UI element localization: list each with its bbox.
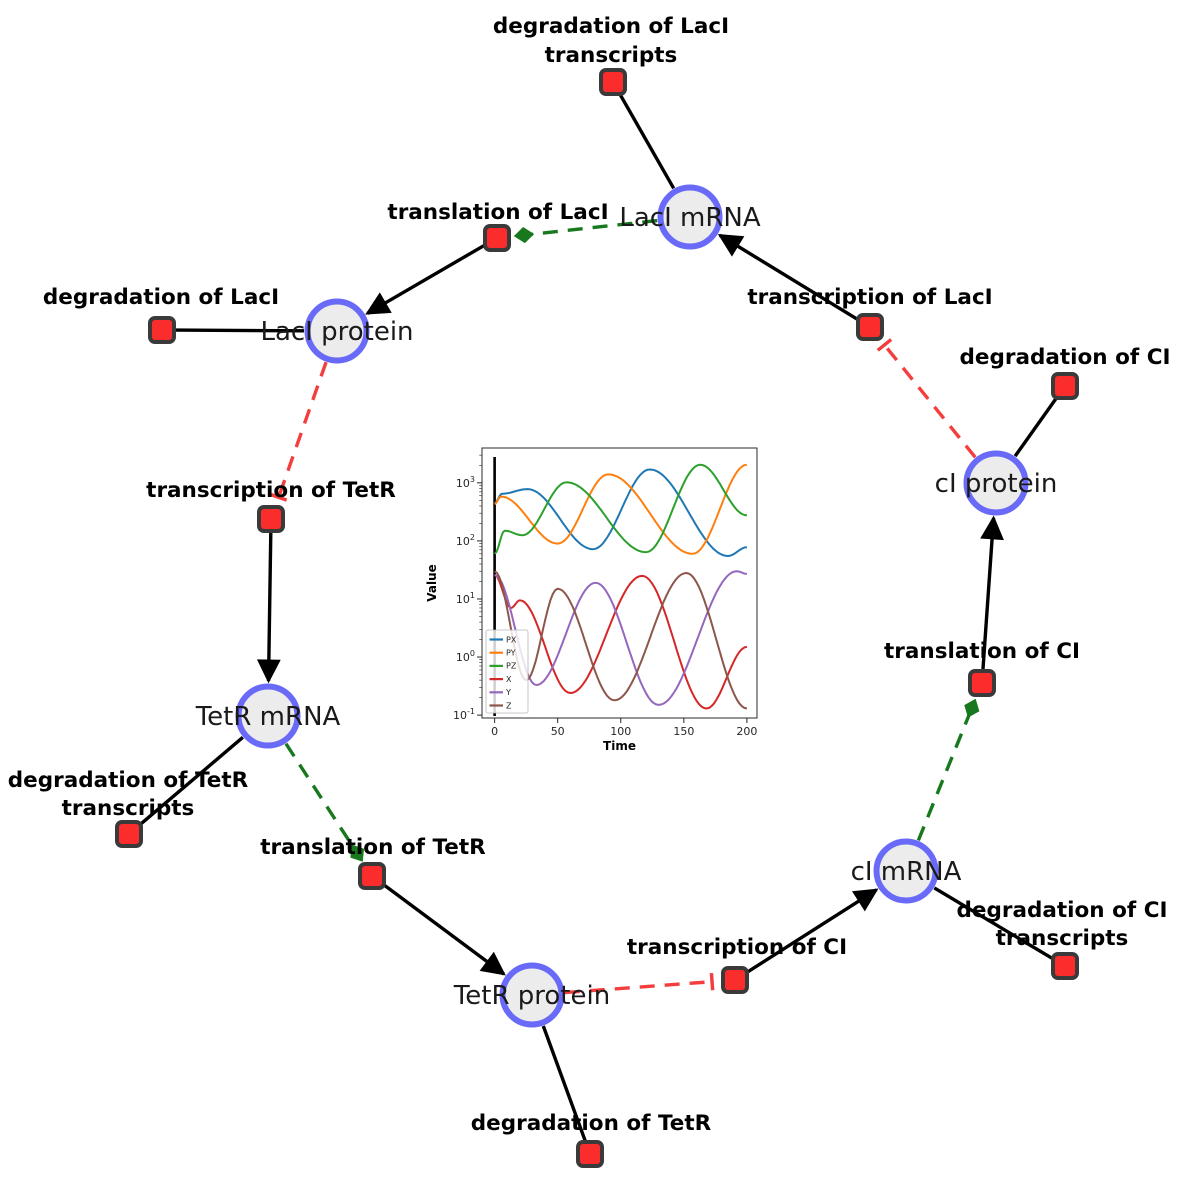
reaction-label-deg_laci_tx: transcripts [545, 43, 678, 68]
x-tick-label: 0 [491, 725, 498, 738]
series-line-PY [494, 463, 748, 555]
edge-reactant-laci_mrna-deg_laci_tx [618, 93, 676, 190]
y-axis-label: Value [425, 564, 439, 602]
series-line-PX [494, 468, 748, 557]
reaction-label-tc_tetr: transcription of TetR [146, 478, 396, 503]
y-tick-label: 103 [456, 475, 475, 490]
y-tick-label: 101 [456, 591, 475, 606]
reaction-label-deg_tetr: degradation of TetR [471, 1111, 712, 1136]
edge-product-tl_ci-ci_prot [980, 515, 1004, 670]
species-label-laci_prot: LacI protein [260, 317, 413, 347]
reaction-node-tl_ci [968, 669, 996, 697]
species-node-tetr_prot [499, 962, 565, 1028]
x-tick-label: 200 [736, 725, 757, 738]
reaction-node-deg_laci_tx [599, 68, 627, 96]
edge-reactant-laci_prot-deg_laci [175, 328, 305, 333]
reaction-node-deg_tetr_tx [115, 820, 143, 848]
series-layer [493, 457, 748, 716]
legend-label-Y: Y [505, 688, 511, 697]
reaction-label-deg_ci: degradation of CI [960, 345, 1171, 370]
edge-reactant-tetr_mrna-deg_tetr_tx [138, 736, 244, 827]
edge-reactant-ci_mrna-deg_ci_tx [933, 886, 1054, 961]
reaction-node-deg_ci [1051, 372, 1079, 400]
labels-layer: degradation of LacI transcripts translatio… [8, 14, 1171, 1136]
reaction-node-deg_ci_tx [1051, 952, 1079, 980]
edge-product-tl_laci-laci_prot [365, 243, 486, 315]
legend-label-PY: PY [506, 649, 516, 658]
reaction-label-tl_ci: translation of CI [884, 639, 1080, 664]
x-tick-label: 100 [610, 725, 631, 738]
edge-reactant-tetr_prot-deg_tetr [541, 1025, 587, 1142]
series-line-PZ [493, 463, 748, 555]
species-label-laci_mrna: LacI mRNA [619, 203, 760, 233]
species-label-ci_prot: cI protein [935, 469, 1058, 499]
legend-label-PX: PX [506, 635, 517, 644]
species-node-ci_mrna [873, 838, 939, 904]
edges-layer [138, 93, 1059, 1142]
reaction-label-deg_laci_tx: degradation of LacI [493, 14, 729, 39]
plot-legend: PX PY PZ XYZ [485, 629, 529, 714]
series-line-Z [494, 570, 748, 710]
edge-reactant-ci_prot-deg_ci [1013, 396, 1059, 458]
x-axis-label: Time [603, 739, 636, 753]
reaction-label-tl_laci: translation of LacI [387, 200, 608, 225]
nodes-layer [115, 68, 1079, 1168]
species-node-laci_mrna [657, 184, 723, 250]
reaction-label-tl_tetr: translation of TetR [260, 835, 486, 860]
series-line-X [494, 574, 748, 710]
x-tick-label: 50 [551, 725, 565, 738]
species-node-ci_prot [963, 450, 1029, 516]
edge-product-tc_laci-laci_mrna [717, 233, 859, 322]
species-node-tetr_mrna [235, 683, 301, 749]
reaction-node-deg_tetr [576, 1140, 604, 1168]
reaction-label-deg_laci: degradation of LacI [43, 285, 279, 310]
legend-label-PZ: PZ [506, 662, 517, 671]
reaction-label-deg_tetr_tx: transcripts [62, 796, 195, 821]
x-tick-label: 150 [673, 725, 694, 738]
reaction-label-deg_ci_tx: degradation of CI [957, 898, 1168, 923]
reaction-node-tl_laci [483, 224, 511, 252]
legend-label-Z: Z [506, 701, 512, 710]
species-node-laci_prot [304, 298, 370, 364]
legend-label-X: X [506, 675, 512, 684]
species-label-tetr_prot: TetR protein [453, 981, 610, 1011]
reaction-node-deg_laci [148, 316, 176, 344]
reaction-node-tl_tetr [358, 862, 386, 890]
reaction-node-tc_laci [856, 313, 884, 341]
reaction-node-tc_ci [721, 966, 749, 994]
reaction-label-deg_ci_tx: transcripts [996, 926, 1129, 951]
species-label-tetr_mrna: TetR mRNA [195, 702, 341, 732]
edge-product-tc_ci-ci_mrna [745, 888, 879, 974]
reaction-label-tc_ci: transcription of CI [627, 935, 847, 960]
reaction-node-tc_tetr [257, 505, 285, 533]
y-tick-label: 102 [456, 533, 475, 548]
reaction-label-tc_laci: transcription of LacI [747, 285, 992, 310]
series-line-Y [494, 570, 748, 706]
edge-product-tc_tetr-tetr_mrna [256, 532, 281, 684]
species-label-ci_mrna: cI mRNA [851, 857, 962, 887]
edge-modifier-ci_mrna-tl_ci [916, 698, 980, 842]
y-tick-label: 10-1 [453, 707, 475, 722]
edge-product-tl_tetr-tetr_prot [382, 882, 506, 976]
reaction-label-deg_tetr_tx: degradation of TetR [8, 768, 249, 793]
y-tick-label: 100 [456, 649, 475, 664]
